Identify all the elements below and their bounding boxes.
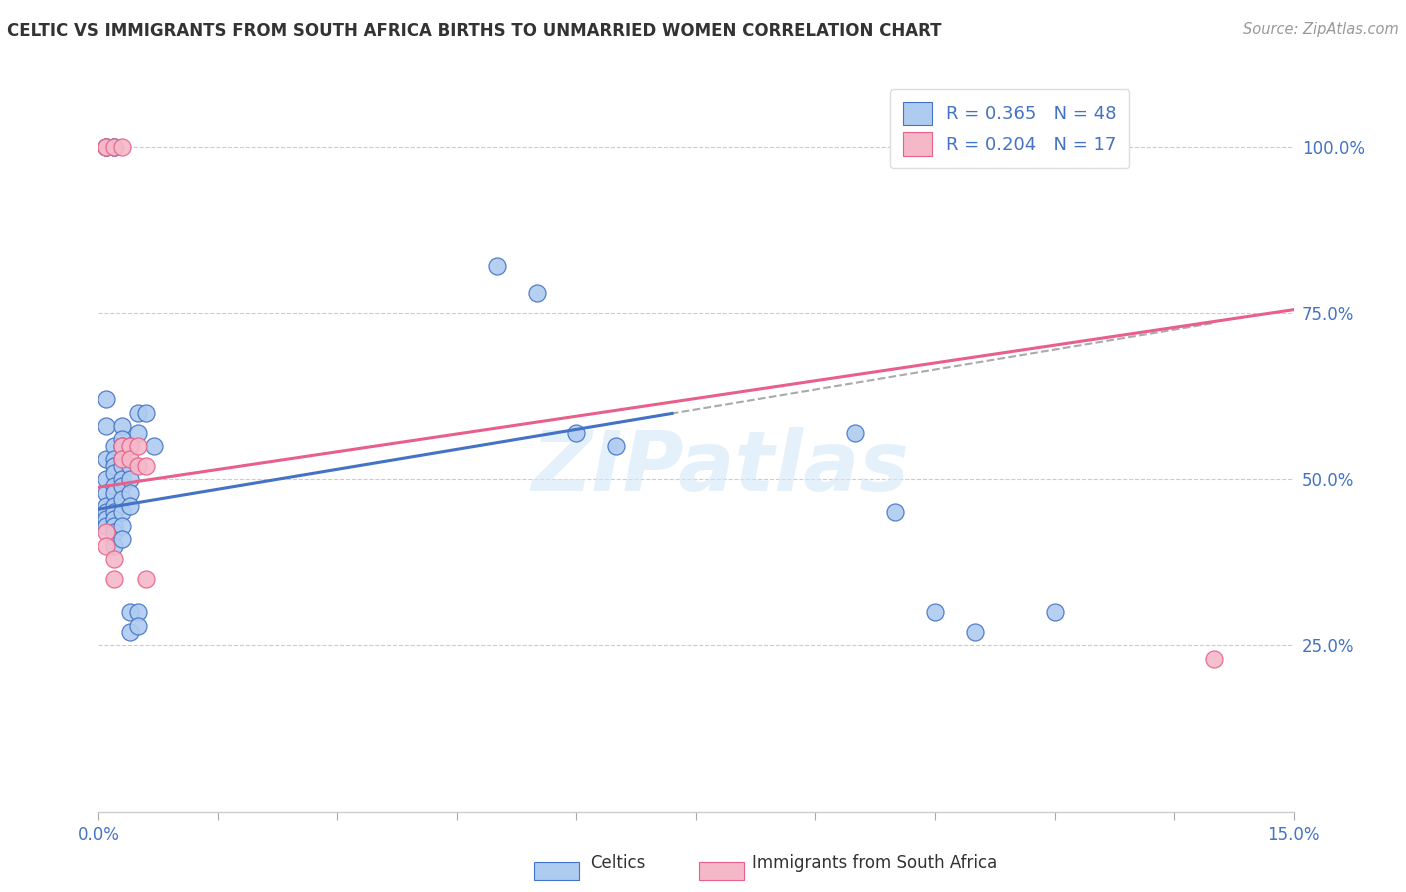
Point [111,452,134,467]
Point [565,425,588,440]
Point [120,499,142,513]
Point [103,552,125,566]
Point [96,506,118,520]
Point [96,140,118,154]
Point [103,140,125,154]
Point [103,140,125,154]
Point [96,392,118,407]
Point [127,425,149,440]
Point [96,140,118,154]
Point [96,140,118,154]
Text: Source: ZipAtlas.com: Source: ZipAtlas.com [1243,22,1399,37]
Text: CELTIC VS IMMIGRANTS FROM SOUTH AFRICA BIRTHS TO UNMARRIED WOMEN CORRELATION CHA: CELTIC VS IMMIGRANTS FROM SOUTH AFRICA B… [7,22,942,40]
Point [96,140,118,154]
Point [135,572,157,586]
Point [103,518,125,533]
Point [103,458,125,473]
Point [485,260,508,274]
Point [96,518,118,533]
Point [884,506,907,520]
Text: ZIPatlas: ZIPatlas [531,427,908,508]
Point [96,499,118,513]
Point [103,539,125,553]
Point [96,452,118,467]
Point [605,439,627,453]
Point [120,452,142,467]
Text: Celtics: Celtics [591,855,645,872]
Point [143,439,166,453]
Point [111,433,134,447]
Point [111,439,134,453]
Point [96,472,118,486]
Point [111,458,134,473]
Point [120,625,142,640]
Point [111,518,134,533]
Text: Immigrants from South Africa: Immigrants from South Africa [752,855,997,872]
Point [103,512,125,526]
Legend: R = 0.365   N = 48, R = 0.204   N = 17: R = 0.365 N = 48, R = 0.204 N = 17 [890,89,1129,169]
Point [111,506,134,520]
Point [103,466,125,480]
Point [135,458,157,473]
Point [120,458,142,473]
Point [103,485,125,500]
Point [120,472,142,486]
Point [103,572,125,586]
Point [96,485,118,500]
Point [96,419,118,434]
Point [111,439,134,453]
Point [111,532,134,546]
Point [103,140,125,154]
Point [96,539,118,553]
Point [111,140,134,154]
Point [96,525,118,540]
Point [120,605,142,619]
Point [96,512,118,526]
Point [111,492,134,507]
Point [120,439,142,453]
Point [127,605,149,619]
Point [103,439,125,453]
Point [963,625,986,640]
Point [103,452,125,467]
Point [135,406,157,420]
Point [127,458,149,473]
Point [111,472,134,486]
Point [111,479,134,493]
Point [120,439,142,453]
Y-axis label: Births to Unmarried Women: Births to Unmarried Women [0,320,8,572]
Point [120,485,142,500]
Point [924,605,946,619]
Point [103,506,125,520]
Point [103,479,125,493]
Point [526,286,548,301]
Point [103,525,125,540]
Point [103,499,125,513]
Point [111,419,134,434]
Point [1202,652,1225,666]
Point [127,618,149,632]
Point [1043,605,1066,619]
Point [127,439,149,453]
Point [844,425,866,440]
Point [127,406,149,420]
Point [111,452,134,467]
